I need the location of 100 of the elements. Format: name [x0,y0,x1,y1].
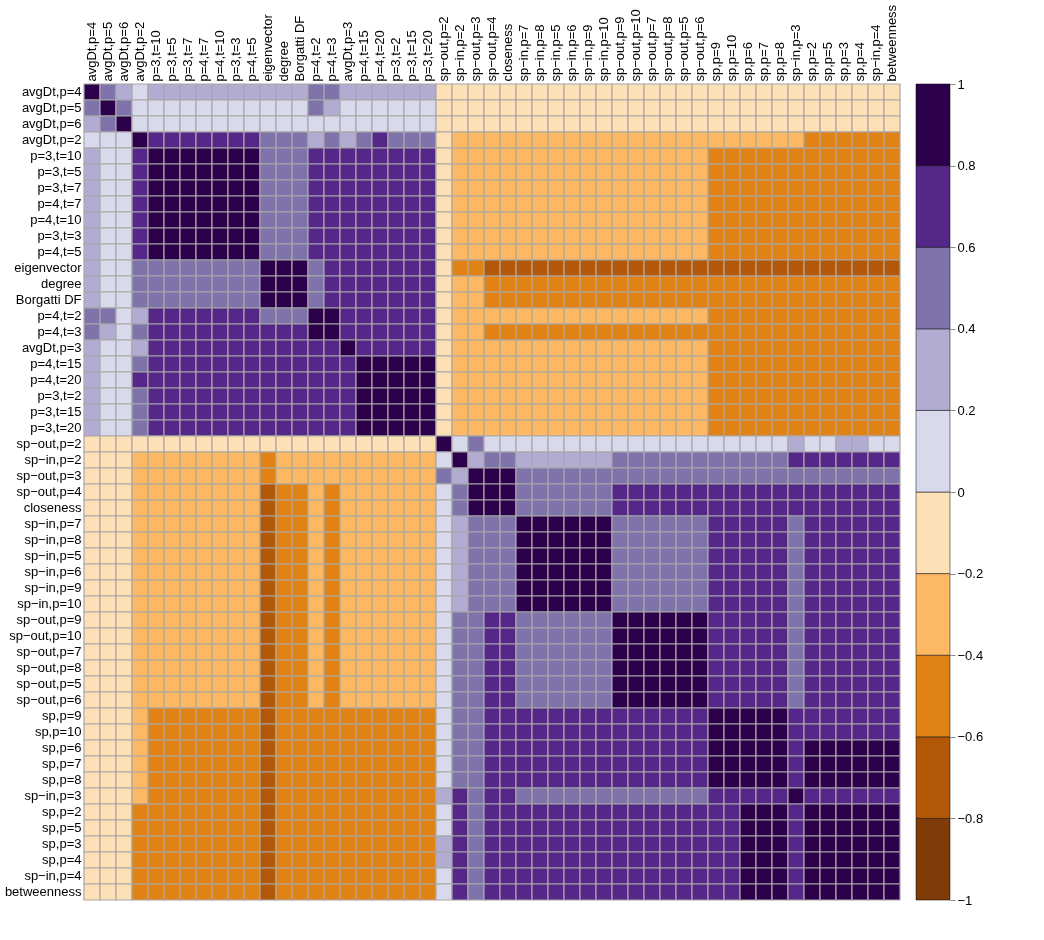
x-tick-label: sp−in,p=8 [532,24,547,82]
y-tick-label: sp−out,p=4 [16,484,82,499]
y-tick-label: p=3,t=15 [30,404,82,419]
y-tick-label: avgDt,p=3 [21,340,82,355]
y-tick-label: p=4,t=5 [37,244,82,259]
y-tick-label: p=4,t=15 [30,356,82,371]
y-tick-label: p=4,t=2 [37,308,82,323]
x-tick-label: p=3,t=20 [420,30,435,82]
color-bar-label: −1 [957,892,973,908]
y-tick-label: closeness [23,500,82,515]
x-tick-label: p=4,t=10 [212,30,227,82]
x-tick-label: sp−in,p=2 [452,24,467,82]
x-tick-label: p=3,t=5 [164,37,179,82]
y-tick-label: sp−in,p=3 [24,788,82,803]
y-tick-label: p=3,t=7 [37,180,82,195]
color-bar-label: −0.2 [957,566,984,582]
y-tick-label: sp−in,p=2 [24,452,82,467]
x-tick-label: avgDt,p=3 [340,21,355,82]
y-tick-label: p=4,t=20 [30,372,82,387]
y-tick-label: sp−out,p=8 [16,660,82,675]
x-tick-label: sp−in,p=10 [596,17,611,82]
x-tick-label: sp,p=9 [708,42,723,82]
x-tick-label: sp−in,p=5 [548,24,563,82]
x-tick-label: sp−out,p=5 [676,16,691,82]
y-tick-label: avgDt,p=2 [21,132,82,147]
y-tick-label: p=4,t=3 [37,324,82,339]
color-bar-label: 0.6 [957,239,976,255]
x-tick-label: p=3,t=3 [228,37,243,82]
x-tick-label: sp−in,p=4 [868,24,883,82]
x-tick-label: sp,p=7 [756,42,771,82]
x-tick-label: betweenness [884,4,899,82]
y-tick-label: sp−in,p=6 [24,564,82,579]
x-tick-label: p=4,t=5 [244,37,259,82]
y-tick-label: p=3,t=10 [30,148,82,163]
x-tick-label: sp−out,p=3 [468,16,483,82]
x-tick-label: sp−out,p=10 [628,9,643,82]
y-tick-label: sp−in,p=9 [24,580,82,595]
x-tick-label: p=3,t=2 [388,37,403,82]
y-tick-label: sp,p=4 [42,852,82,867]
y-tick-label: sp−out,p=2 [16,436,82,451]
x-tick-label: sp,p=5 [820,42,835,82]
y-tick-label: sp−out,p=6 [16,692,82,707]
x-tick-label: sp−out,p=8 [660,16,675,82]
x-tick-label: degree [276,41,291,82]
y-tick-label: sp,p=2 [42,804,82,819]
y-tick-label: p=3,t=2 [37,388,82,403]
x-tick-label: p=3,t=15 [404,30,419,82]
y-tick-label: degree [41,276,82,291]
x-tick-label: sp,p=2 [804,42,819,82]
x-tick-label: sp−out,p=6 [692,16,707,82]
y-tick-label: Borgatti DF [15,292,82,307]
y-tick-label: sp−in,p=4 [24,868,82,883]
y-tick-label: betweenness [4,884,82,899]
x-tick-label: p=4,t=7 [196,37,211,82]
y-tick-label: eigenvector [14,260,83,275]
x-tick-label: sp−in,p=6 [564,24,579,82]
x-tick-label: sp,p=6 [740,42,755,82]
x-tick-label: eigenvector [260,13,275,82]
y-tick-label: p=4,t=10 [30,212,82,227]
color-bar-label: −0.8 [957,810,984,826]
x-tick-label: Borgatti DF [292,15,307,82]
x-tick-label: sp−out,p=7 [644,16,659,82]
x-tick-label: p=3,t=10 [148,30,163,82]
y-tick-label: sp−out,p=9 [16,612,82,627]
x-tick-label: p=4,t=20 [372,30,387,82]
x-tick-label: sp−out,p=4 [484,16,499,82]
x-tick-label: sp,p=4 [852,42,867,82]
x-tick-label: p=4,t=15 [356,30,371,82]
x-tick-label: p=3,t=7 [180,37,195,82]
x-tick-label: avgDt,p=6 [116,21,131,82]
y-tick-label: avgDt,p=4 [21,84,82,99]
y-tick-label: sp,p=8 [42,772,82,787]
color-bar-label: 0.4 [957,321,976,337]
y-tick-label: sp−in,p=8 [24,532,82,547]
y-tick-label: sp−in,p=10 [17,596,82,611]
x-tick-label: sp,p=10 [724,34,739,82]
y-tick-label: sp−out,p=7 [16,644,82,659]
color-bar-label: 0 [957,484,965,500]
x-tick-label: closeness [500,23,515,82]
y-tick-label: avgDt,p=6 [21,116,82,131]
y-tick-label: sp−out,p=10 [9,628,82,643]
y-tick-label: sp,p=9 [42,708,82,723]
y-tick-label: sp,p=5 [42,820,82,835]
color-bar-label: −0.4 [957,647,984,663]
x-tick-label: p=4,t=3 [324,37,339,82]
y-tick-label: sp−out,p=3 [16,468,82,483]
y-tick-label: sp−in,p=7 [24,516,82,531]
y-tick-label: p=3,t=3 [37,228,82,243]
x-tick-label: sp−in,p=9 [580,24,595,82]
x-tick-label: sp−in,p=3 [788,24,803,82]
y-tick-label: sp−out,p=5 [16,676,82,691]
y-tick-label: p=3,t=20 [30,420,82,435]
x-tick-label: p=4,t=2 [308,37,323,82]
y-tick-label: avgDt,p=5 [21,100,82,115]
x-tick-label: sp−out,p=2 [436,16,451,82]
x-tick-label: sp−in,p=7 [516,24,531,82]
x-tick-label: sp,p=8 [772,42,787,82]
x-tick-label: sp−out,p=9 [612,16,627,82]
y-tick-label: sp−in,p=5 [24,548,82,563]
x-tick-label: sp,p=3 [836,42,851,82]
